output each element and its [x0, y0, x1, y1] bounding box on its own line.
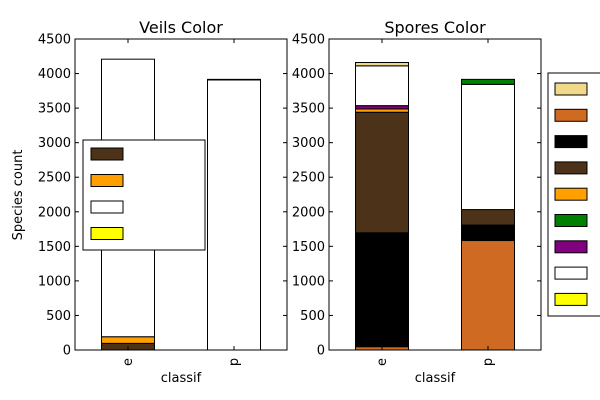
y-tick-label: 4000: [292, 67, 325, 82]
bar-segment: [355, 232, 409, 348]
bar-segment: [101, 336, 155, 344]
y-tick-label: 3500: [38, 102, 71, 117]
bar-segment: [355, 111, 409, 234]
chart-title: Veils Color: [139, 18, 223, 37]
y-tick-label: 2000: [38, 205, 71, 220]
x-tick-label: p: [481, 358, 496, 366]
y-tick-label: 3000: [292, 136, 325, 151]
x-tick-label: e: [121, 358, 136, 366]
bars-group: [355, 61, 515, 351]
bar-segment: [461, 224, 515, 242]
legend-swatch: [90, 174, 124, 187]
y-tick-label: 0: [63, 344, 71, 359]
figure-ylabel: Species count: [11, 150, 26, 241]
y-tick-label: 1500: [38, 240, 71, 255]
x-tick-label: p: [227, 358, 242, 366]
legend-swatch: [554, 266, 588, 280]
bar-segment: [207, 78, 261, 81]
bar-segment: [355, 61, 409, 67]
x-tick-label: e: [375, 358, 390, 366]
y-tick-label: 2000: [292, 205, 325, 220]
y-tick-label: 4500: [38, 33, 71, 48]
y-tick-label: 1000: [38, 274, 71, 289]
y-tick-label: 4500: [292, 33, 325, 48]
bar-segment: [207, 79, 261, 351]
bar-segment: [461, 209, 515, 226]
spores-color-chart: Spores Color classif 0 500 1000 1500 2000 250…: [292, 18, 600, 386]
y-tick-label: 500: [300, 309, 325, 324]
y-tick-label: 1500: [292, 240, 325, 255]
y-tick-label: 2500: [292, 171, 325, 186]
bar-segment: [355, 65, 409, 107]
legend-swatch: [554, 292, 588, 306]
y-tick-label: 500: [46, 309, 71, 324]
y-tick-label: 0: [317, 344, 325, 359]
chart-title: Spores Color: [384, 18, 486, 37]
plot-frame: [74, 38, 288, 351]
bar-segment: [461, 240, 515, 351]
bar-segment: [461, 78, 515, 85]
legend-swatch: [554, 214, 588, 227]
legend: [82, 139, 206, 251]
y-tick-label: 3000: [38, 136, 71, 151]
legend-swatch: [554, 240, 588, 254]
y-tick-label: 1000: [292, 274, 325, 289]
legend-swatch: [554, 161, 588, 175]
x-axis-label: classif: [161, 371, 202, 386]
y-tick-label: 4000: [38, 67, 71, 82]
legend-swatch: [554, 82, 588, 96]
bars-group: [101, 58, 261, 351]
veils-color-chart: Veils Color classif 0 500 1000 1500 2000 2500…: [38, 18, 288, 386]
legend-swatch: [554, 187, 588, 201]
y-tick-label: 2500: [38, 171, 71, 186]
legend-swatch: [554, 135, 588, 149]
legend-swatch: [90, 227, 124, 240]
legend-swatch: [554, 108, 588, 122]
legend: [547, 72, 600, 317]
plot-frame: [328, 38, 542, 351]
y-tick-label: 3500: [292, 102, 325, 117]
legend-swatch: [90, 147, 124, 161]
legend-swatch: [90, 200, 124, 214]
bar-segment: [461, 83, 515, 211]
x-axis-label: classif: [415, 371, 456, 386]
